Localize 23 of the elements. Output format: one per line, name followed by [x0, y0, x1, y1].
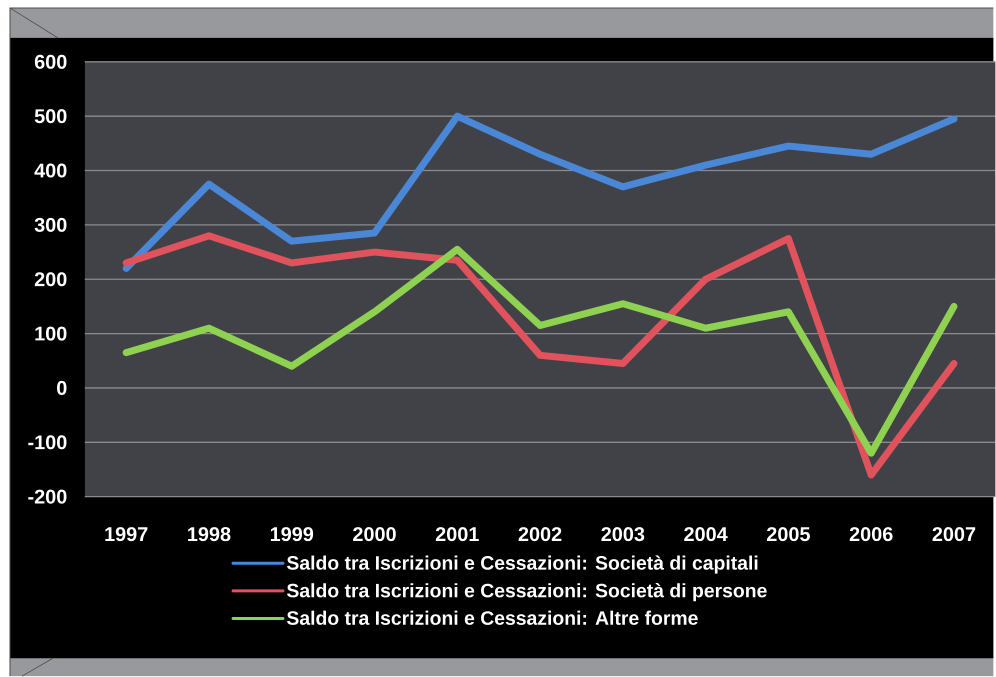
legend-label: Saldo tra Iscrizioni e Cessazioni: Società di persone: [286, 583, 767, 602]
legend-label: Saldo tra Iscrizioni e Cessazioni: Società di capitali: [286, 556, 758, 574]
y-tick-label: 400: [34, 164, 66, 178]
y-tick-label: 500: [34, 109, 66, 124]
y-tick-label: -100: [28, 435, 66, 450]
x-tick-label: 1999: [270, 527, 314, 542]
x-tick-label: 1997: [105, 527, 148, 542]
x-tick-label: 2007: [932, 527, 976, 542]
y-tick-label: 600: [34, 54, 66, 70]
y-tick-label: -200: [28, 490, 66, 504]
x-tick-label: 2006: [850, 527, 893, 542]
x-tick-label: 2000: [353, 527, 396, 542]
y-tick-label: 300: [34, 218, 66, 232]
y-tick-label: 200: [34, 272, 66, 286]
y-tick-label: 0: [57, 381, 66, 396]
legend-label: Saldo tra Iscrizioni e Cessazioni: Altre forme: [286, 610, 698, 626]
x-tick-label: 1998: [188, 527, 230, 542]
x-tick-label: 2001: [436, 527, 479, 542]
x-tick-label: 2003: [601, 527, 644, 542]
x-tick-label: 2004: [684, 527, 728, 542]
y-tick-label: 100: [35, 326, 66, 341]
x-tick-label: 2002: [518, 527, 562, 542]
x-tick-label: 2005: [766, 527, 810, 542]
